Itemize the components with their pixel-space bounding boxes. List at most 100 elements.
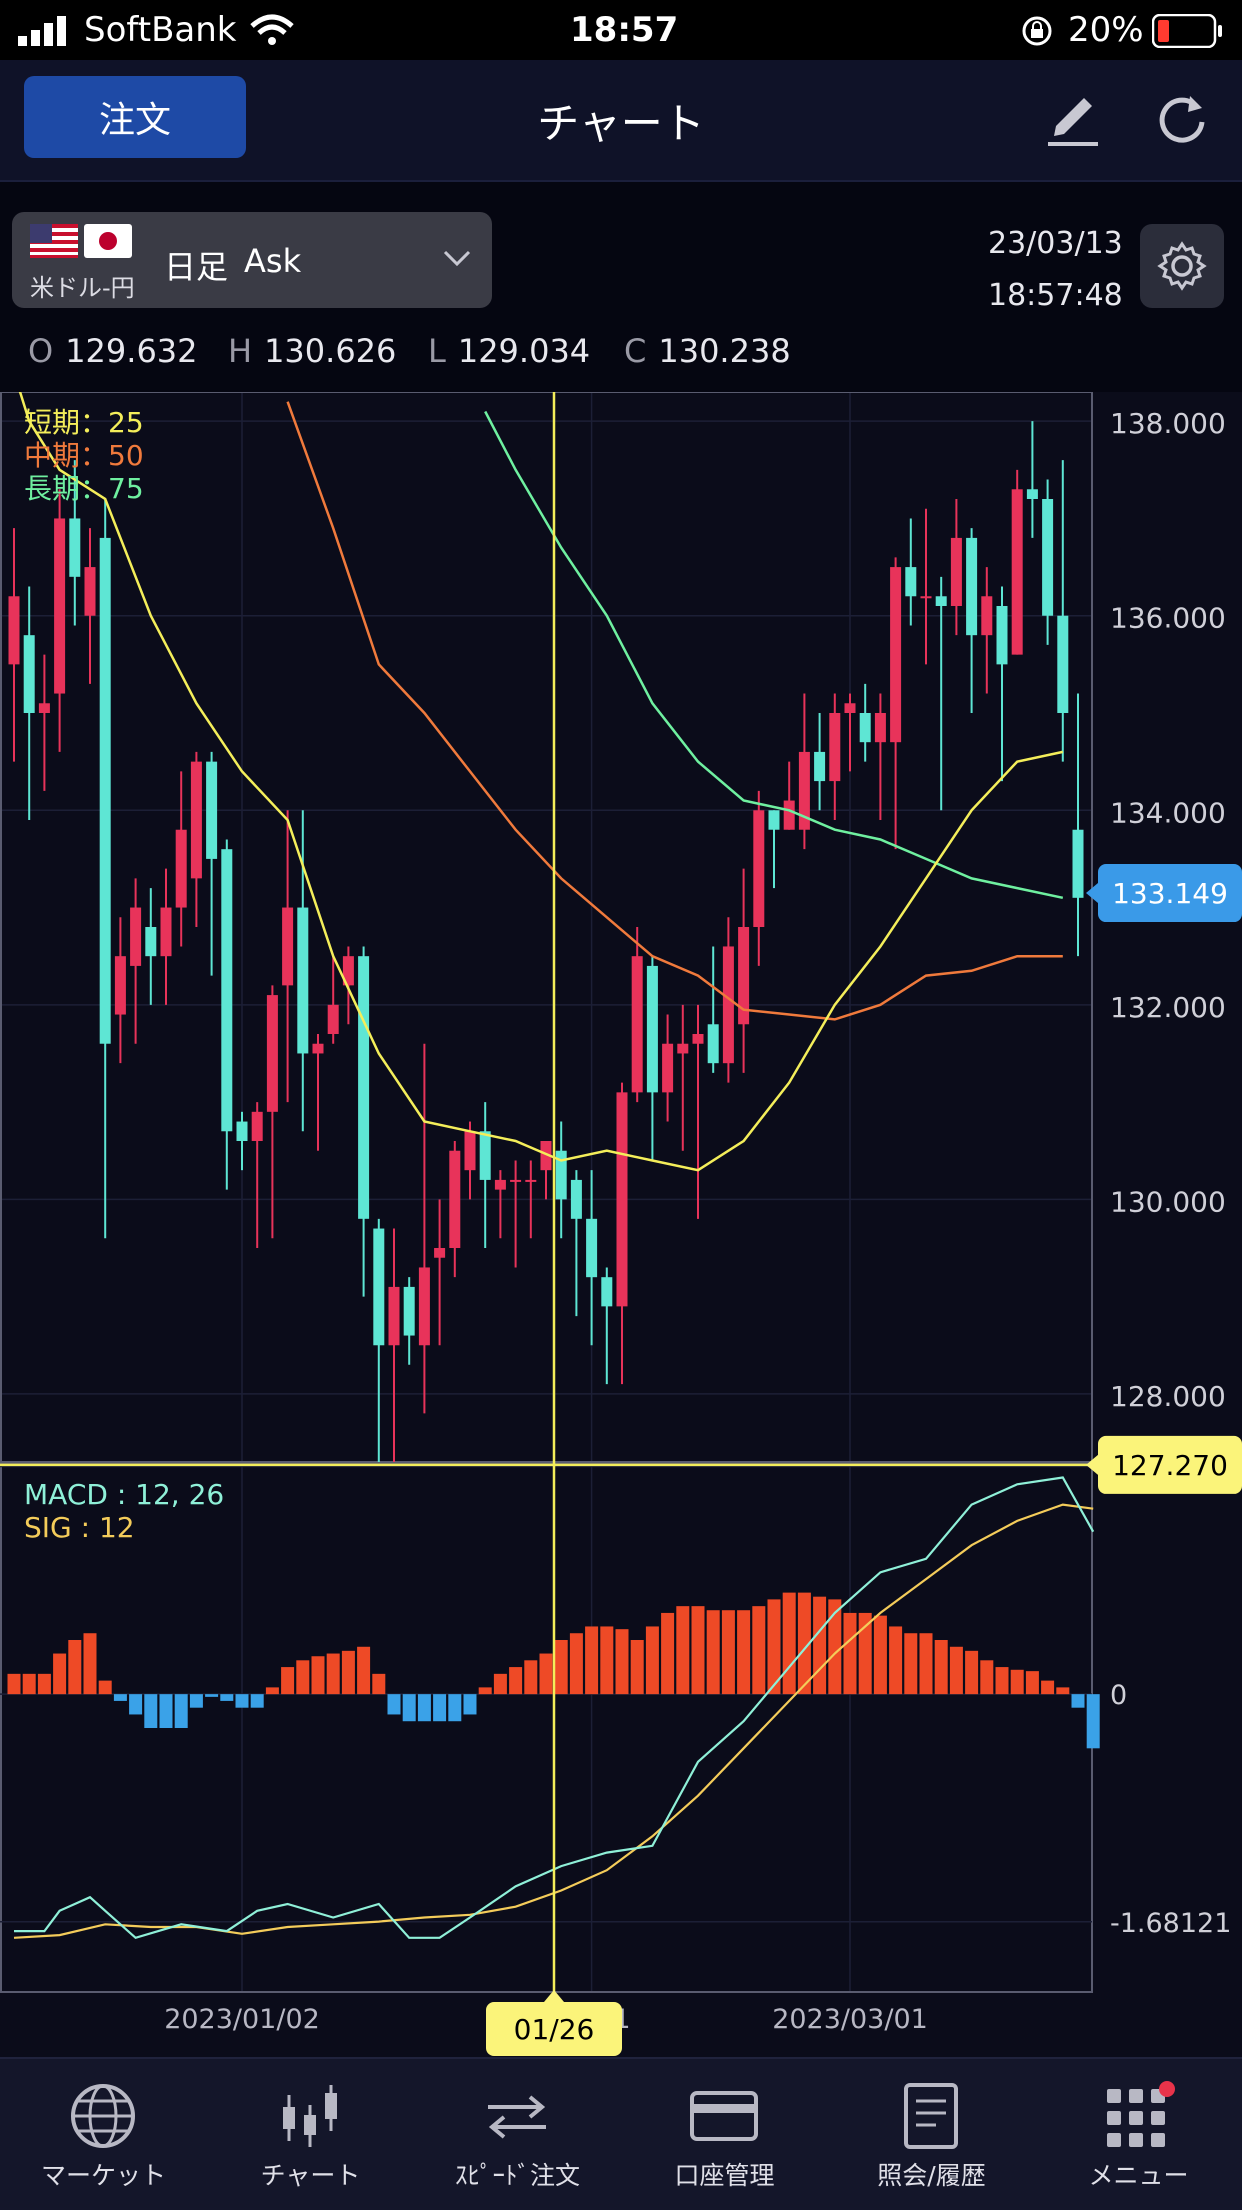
macd-hist-bar — [1071, 1694, 1085, 1708]
candle-body — [464, 1131, 476, 1171]
macd-hist-bar — [737, 1610, 751, 1695]
carrier-name: SoftBank — [84, 10, 237, 50]
tab-speed-order[interactable]: ｽﾋﾟｰﾄﾞ注文 — [414, 2059, 621, 2210]
candle-body — [190, 761, 202, 879]
swap-icon — [488, 2095, 546, 2139]
macd-hist-bar — [433, 1694, 447, 1722]
candle-body — [555, 1150, 567, 1200]
tab-market[interactable]: マーケット — [0, 2059, 207, 2210]
macd-hist-bar — [22, 1673, 36, 1695]
candle — [570, 1170, 582, 1317]
candle-body — [540, 1141, 552, 1171]
crosshair-price-badge-bg — [1098, 1435, 1242, 1494]
candle — [206, 751, 218, 976]
candle — [707, 946, 719, 1073]
candle-body — [130, 907, 142, 966]
macd-hist-bar — [691, 1606, 705, 1695]
tab-history[interactable]: 照会/履歴 — [828, 2059, 1035, 2210]
tab-account[interactable]: 口座管理 — [621, 2059, 828, 2210]
candle — [859, 683, 871, 762]
candle — [722, 917, 734, 1083]
macd-hist-bar — [129, 1694, 143, 1715]
macd-hist-bar — [569, 1633, 583, 1695]
ma-long-line — [484, 410, 1064, 900]
candle — [555, 1121, 567, 1239]
candle-body — [1072, 829, 1084, 898]
chart-svg[interactable]: 138.000 136.000 134.000 132.000 130.000 128.0… — [0, 372, 1242, 2057]
macd-y-tick-label: 0 — [1110, 1680, 1127, 1711]
macd-hist-bar — [1025, 1671, 1039, 1695]
candle — [1042, 479, 1054, 645]
candle-body — [692, 1034, 704, 1044]
candle-body — [418, 1267, 430, 1346]
candle-body — [69, 518, 81, 577]
macd-hist-bar — [813, 1596, 827, 1695]
ohlc-high: H 130.626 — [228, 332, 397, 370]
tab-chart[interactable]: チャート — [207, 2059, 414, 2210]
current-price-badge-text: 133.149 — [1112, 877, 1228, 910]
pencil-icon[interactable] — [1044, 88, 1102, 148]
candle — [434, 1199, 446, 1346]
y-tick-label: 138.000 — [1110, 407, 1226, 440]
crosshair-price-badge-pointer — [1086, 1454, 1098, 1475]
macd-hist-bar — [721, 1610, 735, 1695]
chart-area[interactable]: 138.000 136.000 134.000 132.000 130.000 128.0… — [0, 372, 1242, 2057]
tab-menu[interactable]: メニュー — [1035, 2059, 1242, 2210]
order-button[interactable]: 注文 — [24, 76, 246, 158]
macd-hist-bar — [828, 1599, 842, 1695]
macd-hist-bar — [843, 1612, 857, 1695]
symbol-selector[interactable]: 米ドル-円 日足 Ask — [12, 212, 492, 308]
price-side-label: Ask — [244, 242, 302, 280]
macd-hist-bar — [706, 1610, 720, 1695]
globe-icon — [71, 2084, 135, 2148]
macd-hist-bar — [68, 1640, 82, 1695]
candle — [418, 1043, 430, 1414]
candle-body — [297, 907, 309, 1054]
macd-hist-bar — [539, 1653, 553, 1695]
candle-body — [525, 1179, 537, 1182]
candle-body — [662, 1043, 674, 1093]
candle-body — [510, 1179, 522, 1182]
candle — [282, 810, 294, 1103]
status-bar: SoftBank 18:57 20% — [0, 0, 1242, 60]
macd-hist-bar — [858, 1612, 872, 1695]
candle — [920, 508, 932, 665]
macd-hist-bar — [372, 1673, 386, 1695]
candle-body — [616, 1092, 628, 1307]
macd-hist-bar — [919, 1633, 933, 1695]
tab-label: 口座管理 — [674, 2161, 775, 2190]
macd-hist-bar — [797, 1592, 811, 1695]
macd-hist-bar — [1041, 1680, 1055, 1695]
candle-body — [449, 1150, 461, 1248]
macd-hist-bar — [630, 1640, 644, 1695]
candle — [738, 868, 750, 1073]
chart-settings-button[interactable] — [1140, 224, 1224, 308]
document-icon — [904, 2083, 958, 2149]
main-panel-frame — [0, 391, 1093, 1463]
candle-body — [1011, 489, 1023, 655]
refresh-icon[interactable] — [1154, 90, 1210, 146]
candle — [266, 985, 278, 1239]
tab-label: 照会/履歴 — [877, 2161, 986, 2190]
candle-body — [145, 927, 157, 957]
y-tick-label: 132.000 — [1110, 991, 1226, 1024]
candle-body — [403, 1286, 415, 1336]
macd-hist-bar — [7, 1673, 21, 1695]
candle-body — [1026, 489, 1038, 499]
candle-body — [722, 946, 734, 1064]
candle-body — [570, 1179, 582, 1219]
candle — [935, 576, 947, 811]
wifi-icon — [250, 14, 294, 45]
y-tick-label: 128.000 — [1110, 1380, 1226, 1413]
crosshair-price-badge: 127.270 — [1086, 1435, 1242, 1494]
macd-hist-bar — [205, 1694, 219, 1697]
candle — [236, 1111, 248, 1171]
candle-body — [434, 1248, 446, 1258]
macd-line — [14, 1476, 1095, 1940]
quote-date: 23/03/13 — [988, 226, 1123, 261]
candle — [616, 1082, 628, 1385]
macd-hist-bar — [1010, 1669, 1024, 1695]
macd-hist-bar — [752, 1606, 766, 1695]
macd-hist-bar — [509, 1667, 523, 1695]
candle — [251, 1102, 263, 1248]
